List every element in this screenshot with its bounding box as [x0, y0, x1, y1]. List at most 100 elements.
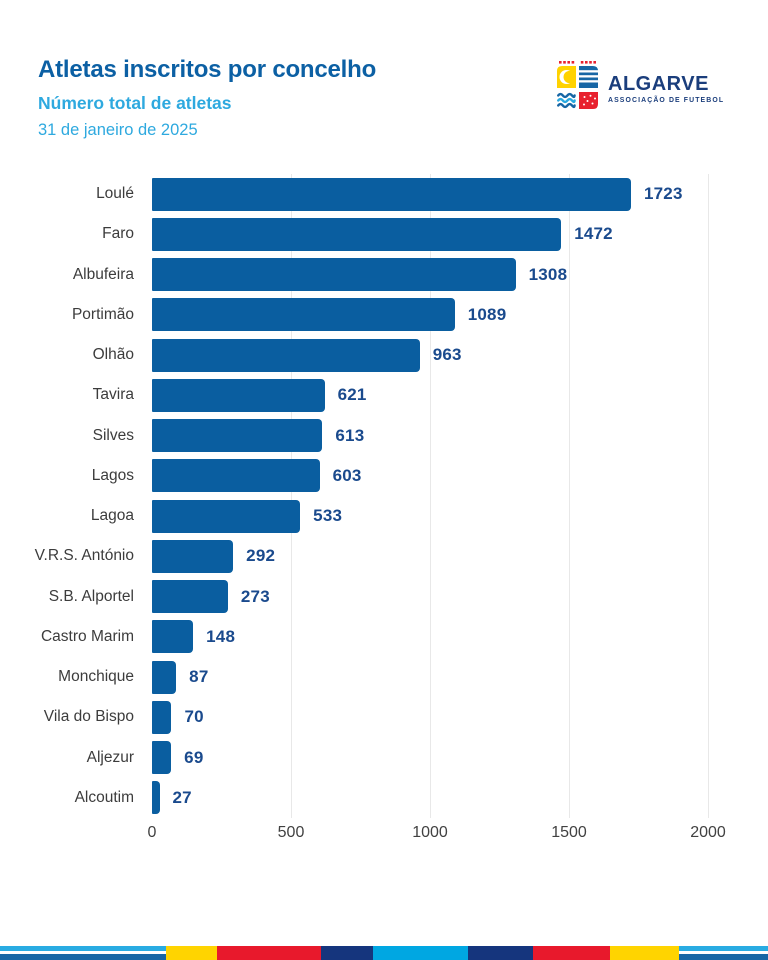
value-label: 1089 [467, 304, 507, 324]
category-label: Lagos [91, 466, 134, 484]
category-label: Vila do Bispo [43, 708, 134, 726]
bar-albufeira [152, 258, 516, 292]
bar-row: 603 [152, 456, 708, 496]
bar-silves [152, 419, 323, 453]
footer-stripe [0, 953, 166, 960]
report-date: 31 de janeiro de 2025 [38, 121, 198, 139]
bar-rows: 1723 1472 1308 1089 963 621 613 603 533 292 273 148… [152, 174, 708, 818]
bar-s-b-alportel [152, 580, 228, 614]
category-label: V.R.S. António [34, 547, 134, 565]
footer-color-block [166, 946, 217, 960]
algarve-football-association-logo: ALGARVE ASSOCIAÇÃO DE FUTEBOL [556, 61, 724, 111]
bar-v-r-s-ant-nio [152, 539, 234, 573]
bar-row: 1723 [152, 174, 708, 214]
category-label: Castro Marim [40, 627, 134, 645]
category-label: Aljezur [86, 748, 134, 766]
category-label: Monchique [58, 668, 134, 686]
value-label: 27 [172, 787, 192, 807]
footer-stripe [679, 951, 768, 954]
footer-stripe [0, 946, 166, 951]
header: Atletas inscritos por concelho Número to… [38, 56, 376, 140]
x-tick-label: 1500 [551, 824, 587, 841]
bar-row: 148 [152, 617, 708, 657]
x-tick-label: 0 [147, 824, 157, 841]
category-label: Loulé [96, 185, 134, 203]
footer-color-block [217, 946, 321, 960]
x-tick-label: 1000 [412, 824, 448, 841]
footer-color-block [533, 946, 610, 960]
footer-stripe [679, 946, 768, 951]
footer-color-block [373, 946, 468, 960]
footer-stripe [679, 953, 768, 960]
footer-stripes-segment [0, 946, 166, 960]
footer-stripes-segment [679, 946, 768, 960]
bar-vila-do-bispo [152, 700, 172, 734]
gridline-1500 [568, 174, 570, 818]
gridline-1000 [429, 174, 431, 818]
bar-row: 621 [152, 375, 708, 415]
footer-color-block [610, 946, 679, 960]
gridline-2000 [707, 174, 709, 818]
value-label: 1308 [528, 264, 568, 284]
value-label: 963 [432, 345, 462, 365]
x-tick-label: 500 [277, 824, 305, 841]
logo-name: ALGARVE [608, 73, 709, 95]
bar-row: 613 [152, 416, 708, 456]
footer-stripe [0, 951, 166, 954]
footer-color-block [468, 946, 533, 960]
bar-row: 292 [152, 536, 708, 576]
value-label: 292 [246, 546, 276, 566]
bar-row: 87 [152, 657, 708, 697]
value-label: 273 [240, 586, 270, 606]
bar-row: 27 [152, 778, 708, 818]
category-label: Faro [102, 225, 134, 243]
bar-olh-o [152, 338, 420, 372]
bar-lagoa [152, 499, 301, 533]
bar-faro [152, 217, 562, 251]
footer-color-block [321, 946, 373, 960]
x-axis: 0 500 1000 1500 2000 [148, 824, 726, 846]
value-label: 1472 [574, 224, 613, 244]
footer-color-band [0, 946, 768, 960]
x-tick-label: 2000 [690, 824, 726, 841]
logo-text: ALGARVE ASSOCIAÇÃO DE FUTEBOL [608, 74, 724, 104]
bar-lagos [152, 459, 320, 493]
logo-tagline: ASSOCIAÇÃO DE FUTEBOL [608, 97, 725, 104]
value-label: 70 [184, 707, 204, 727]
bar-row: 963 [152, 335, 708, 375]
category-label: Silves [92, 426, 134, 444]
bar-tavira [152, 378, 325, 412]
bar-row: 1089 [152, 295, 708, 335]
category-label: Alcoutim [74, 788, 134, 806]
plot-area: 1723 1472 1308 1089 963 621 613 603 533 292 273 148… [152, 174, 709, 818]
bar-row: 69 [152, 738, 708, 778]
bar-castro-marim [152, 620, 194, 654]
gridline-500 [290, 174, 292, 818]
category-label: Portimão [71, 305, 134, 323]
value-label: 69 [184, 747, 204, 767]
value-label: 613 [335, 425, 365, 445]
algarve-crest-icon [556, 61, 600, 111]
value-label: 621 [337, 385, 367, 405]
value-label: 148 [206, 626, 236, 646]
category-label: Olhão [92, 346, 134, 364]
value-label: 87 [189, 667, 209, 687]
category-label: S.B. Alportel [48, 587, 134, 605]
bar-row: 273 [152, 577, 708, 617]
page-title: Atletas inscritos por concelho [38, 56, 377, 83]
value-label: 1723 [643, 184, 683, 204]
bar-aljezur [152, 741, 172, 775]
category-label: Lagoa [90, 507, 134, 525]
category-labels: Loulé Faro Albufeira Portimão Olhão Tavira Sil… [0, 174, 143, 818]
category-label: Albufeira [72, 265, 134, 283]
bar-row: 70 [152, 697, 708, 737]
category-label: Tavira [92, 386, 134, 404]
bar-row: 1308 [152, 255, 708, 295]
bar-alcoutim [152, 781, 160, 815]
bar-row: 533 [152, 496, 708, 536]
value-label: 533 [313, 506, 343, 526]
bar-monchique [152, 660, 177, 694]
page-subtitle: Número total de atletas [38, 93, 232, 113]
bar-loul- [152, 177, 631, 211]
value-label: 603 [332, 465, 362, 485]
